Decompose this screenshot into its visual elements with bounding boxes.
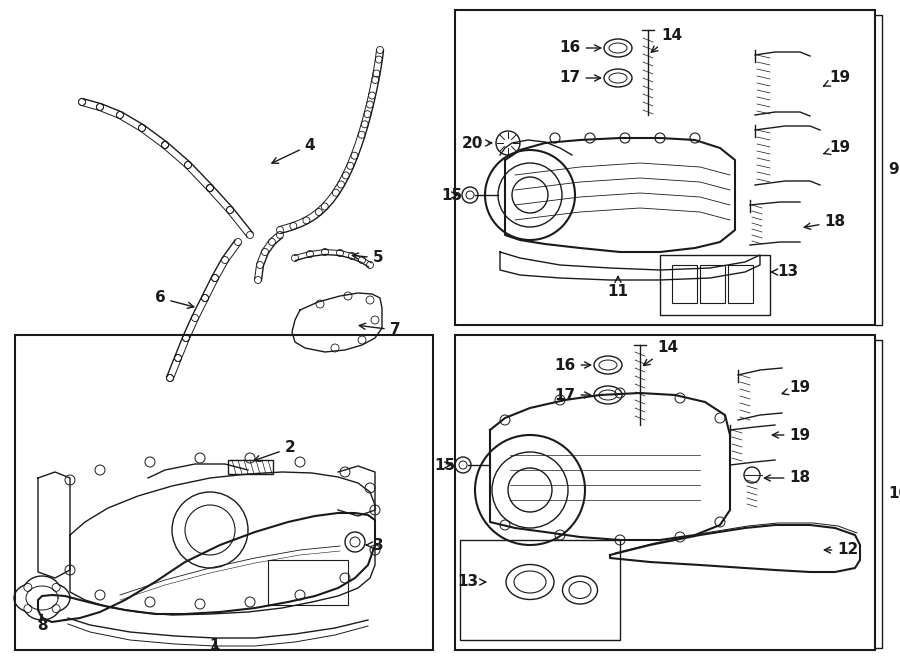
Text: 14: 14 [652,28,682,52]
Text: 10: 10 [888,486,900,502]
Text: 8: 8 [37,615,48,633]
Text: 19: 19 [824,141,850,155]
Text: 5: 5 [352,251,383,266]
Text: 16: 16 [554,358,590,373]
Bar [700,265,725,303]
Bar [660,255,770,315]
Bar [728,265,753,303]
Bar [455,335,875,650]
Text: 18: 18 [805,215,846,229]
Text: 3: 3 [366,537,383,553]
Text: 19: 19 [824,71,850,86]
Bar [228,460,273,474]
Text: 13: 13 [457,574,486,590]
Text: 6: 6 [155,290,194,308]
Text: 1: 1 [210,637,220,652]
Bar [268,560,348,605]
Bar [15,335,433,650]
Text: 15: 15 [441,188,463,202]
Text: 11: 11 [608,276,628,299]
Text: 9: 9 [888,163,898,178]
Text: 4: 4 [272,137,315,163]
Text: 17: 17 [554,387,590,403]
Bar [455,10,875,325]
Text: 17: 17 [560,71,600,85]
Text: 19: 19 [772,428,811,442]
Text: 16: 16 [560,40,600,56]
Text: 18: 18 [764,471,811,485]
Text: 2: 2 [254,440,295,461]
Text: 14: 14 [644,340,679,366]
Bar [460,540,620,640]
Text: 15: 15 [435,457,455,473]
Text: 20: 20 [462,136,491,151]
Text: 13: 13 [771,264,798,280]
Bar [672,265,697,303]
Text: 7: 7 [359,323,400,338]
Text: 12: 12 [824,543,859,557]
Text: 19: 19 [782,381,811,395]
